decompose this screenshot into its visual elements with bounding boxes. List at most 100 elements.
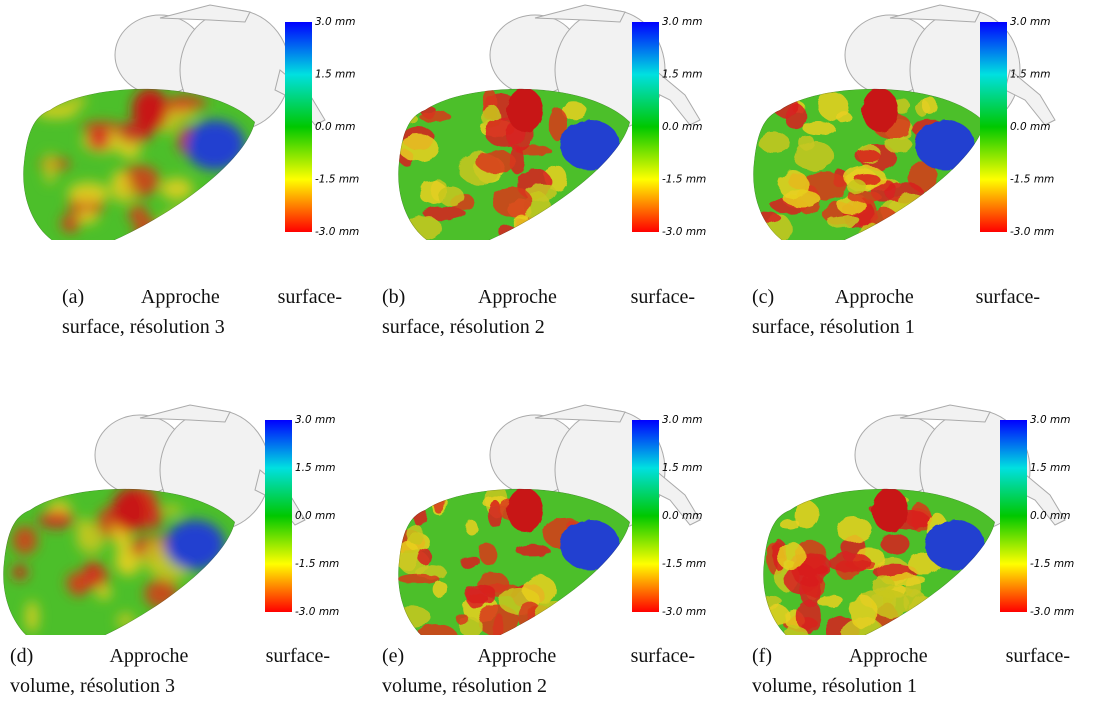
render: 3.0 mm 1.5 mm 0.0 mm -1.5 mm -3.0 mm xyxy=(3,404,339,635)
colorbar-label: 1.5 mm xyxy=(1010,69,1051,81)
colorbar-label: -3.0 mm xyxy=(295,606,339,618)
patch xyxy=(909,206,944,231)
patch xyxy=(492,186,533,218)
patch xyxy=(772,97,800,117)
patch xyxy=(67,181,110,205)
model xyxy=(23,4,326,240)
colorbar-label: 3.0 mm xyxy=(662,414,703,426)
colorbar-label: 1.5 mm xyxy=(662,462,703,474)
patches xyxy=(763,488,985,635)
patch xyxy=(412,502,426,526)
colorbar-label: -3.0 mm xyxy=(1010,226,1054,238)
patch xyxy=(132,88,168,132)
patch xyxy=(827,551,871,573)
caption-line: surface, résolution 2 xyxy=(382,316,545,338)
colorbar-label: 3.0 mm xyxy=(662,16,703,28)
patch xyxy=(160,208,201,240)
figure-panel: 3.0 mm 1.5 mm 0.0 mm -1.5 mm -3.0 mm (c) Appr… xyxy=(730,0,1095,338)
colorbar: 3.0 mm 1.5 mm 0.0 mm -1.5 mm -3.0 mm xyxy=(632,16,706,238)
colorbar-label: 3.0 mm xyxy=(1030,414,1071,426)
render: 3.0 mm 1.5 mm 0.0 mm -1.5 mm -3.0 mm xyxy=(753,4,1056,240)
render: 3.0 mm 1.5 mm 0.0 mm -1.5 mm -3.0 mm xyxy=(398,4,706,240)
caption: (a) Approche surface-surface, résolution… xyxy=(62,282,342,342)
liver xyxy=(3,488,235,635)
patch xyxy=(165,520,225,570)
patch xyxy=(143,540,167,574)
colorbar-label: 0.0 mm xyxy=(295,510,336,522)
liver xyxy=(23,88,255,240)
patch xyxy=(777,542,806,571)
patch xyxy=(753,211,781,223)
vessel xyxy=(889,4,981,23)
patch xyxy=(115,187,137,203)
patch xyxy=(558,202,577,219)
patch xyxy=(798,135,815,150)
liver xyxy=(763,488,995,635)
patch xyxy=(418,548,432,565)
caption-line: (c) Approche surface- xyxy=(752,286,1040,308)
patch xyxy=(925,520,985,570)
liver-outline xyxy=(763,488,995,635)
patch xyxy=(38,511,75,529)
colorbar-label: -1.5 mm xyxy=(662,174,706,186)
caption-line: (f) Approche surface- xyxy=(752,645,1070,667)
caption: (c) Approche surface-surface, résolution… xyxy=(752,282,1040,342)
colorbar-label: -3.0 mm xyxy=(1030,606,1074,618)
patch xyxy=(522,225,550,240)
colorbar-label: -1.5 mm xyxy=(295,558,339,570)
patch xyxy=(438,186,464,206)
patch xyxy=(160,109,199,122)
colorbar: 3.0 mm 1.5 mm 0.0 mm -1.5 mm -3.0 mm xyxy=(632,414,706,618)
patch xyxy=(398,134,439,162)
colorbar-label: 0.0 mm xyxy=(662,510,703,522)
colorbar-gradient xyxy=(632,420,659,612)
caption: (f) Approche surface-volume, résolution … xyxy=(752,641,1070,701)
patch xyxy=(522,575,557,605)
liver xyxy=(398,88,630,240)
figure-panel: 3.0 mm 1.5 mm 0.0 mm -1.5 mm -3.0 mm (d) Appr… xyxy=(0,395,365,725)
figure-panel: 3.0 mm 1.5 mm 0.0 mm -1.5 mm -3.0 mm (a) Appr… xyxy=(0,0,365,338)
patch xyxy=(118,558,131,572)
patch xyxy=(871,590,910,618)
colorbar-gradient xyxy=(265,420,292,612)
patch xyxy=(909,596,938,621)
patch xyxy=(884,135,912,154)
patch xyxy=(398,606,432,628)
patch xyxy=(555,223,593,240)
colorbar-label: -3.0 mm xyxy=(315,226,359,238)
colorbar-gradient xyxy=(285,22,312,232)
liver xyxy=(398,488,630,635)
colorbar-label: -1.5 mm xyxy=(662,558,706,570)
patch xyxy=(60,214,81,233)
patch xyxy=(779,518,800,530)
patch xyxy=(75,210,99,225)
caption: (e) Approche surface-volume, résolution … xyxy=(382,641,695,701)
liver-outline xyxy=(3,488,235,635)
patch xyxy=(112,488,148,532)
patch xyxy=(416,623,457,635)
patch xyxy=(66,95,87,108)
patch xyxy=(398,573,440,585)
colorbar-label: 0.0 mm xyxy=(1010,121,1051,133)
liver-outline xyxy=(753,88,985,240)
colorbar-label: 1.5 mm xyxy=(1030,462,1071,474)
patch xyxy=(793,500,820,529)
patch xyxy=(476,150,517,174)
patch xyxy=(543,210,578,240)
liver xyxy=(753,88,985,240)
colorbar-label: -3.0 mm xyxy=(662,606,706,618)
colorbar-label: -3.0 mm xyxy=(662,226,706,238)
colorbar: 3.0 mm 1.5 mm 0.0 mm -1.5 mm -3.0 mm xyxy=(265,414,339,618)
patch xyxy=(44,152,57,185)
patch xyxy=(513,214,529,232)
colorbar-gradient xyxy=(980,22,1007,232)
patch xyxy=(854,150,882,163)
patch xyxy=(163,504,182,516)
model xyxy=(763,404,1066,635)
patch xyxy=(477,604,519,635)
patch xyxy=(897,226,919,240)
patch xyxy=(796,600,822,634)
patch xyxy=(802,121,835,135)
patch xyxy=(758,132,791,153)
colorbar-label: 3.0 mm xyxy=(295,414,336,426)
